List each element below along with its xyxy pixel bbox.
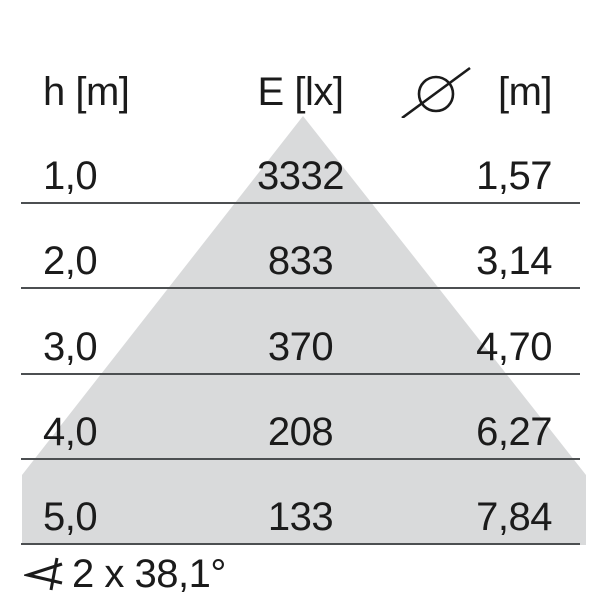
table-row: 5,0 133 7,84 [21,491,580,545]
table-row: 3,0 370 4,70 [21,321,580,375]
table-row: 1,0 3332 1,57 [21,150,580,204]
col-header-diameter: [m] [394,62,553,118]
height-value: 1,0 [43,154,98,198]
illuminance-value: 3332 [257,154,344,198]
height-value: 2,0 [43,239,98,283]
diameter-value: 1,57 [476,154,552,198]
height-value: 3,0 [43,325,98,369]
illuminance-value: 208 [267,410,334,454]
illuminance-value: 370 [267,325,334,369]
diameter-value: 3,14 [476,239,552,283]
beam-angle-label: 2 x 38,1° [72,552,226,596]
table-row: 4,0 208 6,27 [21,406,580,460]
height-value: 5,0 [43,495,98,539]
col-header-height: h [m] [43,70,130,114]
illuminance-value: 133 [267,495,334,539]
diameter-value: 6,27 [476,410,552,454]
col-header-illuminance: E [lx] [257,70,344,114]
table-header-row: h [m] E [lx] [m] [21,60,580,118]
height-value: 4,0 [43,410,98,454]
diameter-value: 4,70 [476,325,552,369]
beam-angle-note: 2 x 38,1° [24,550,226,598]
illuminance-value: 833 [267,239,334,283]
diameter-value: 7,84 [476,495,552,539]
angle-icon [24,557,63,591]
table-row: 2,0 833 3,14 [21,235,580,289]
col-header-diameter-unit: [m] [497,70,553,114]
diameter-icon [401,66,471,118]
